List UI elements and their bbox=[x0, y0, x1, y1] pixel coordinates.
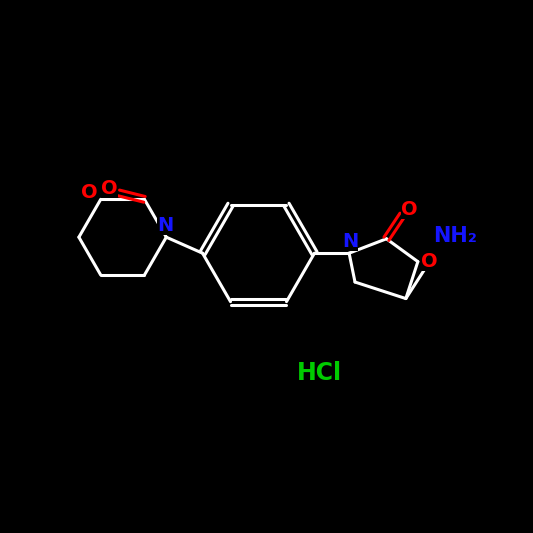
Text: HCl: HCl bbox=[297, 361, 342, 385]
Text: NH₂: NH₂ bbox=[433, 225, 478, 246]
Text: O: O bbox=[421, 252, 438, 271]
Text: N: N bbox=[157, 216, 173, 235]
Text: O: O bbox=[80, 183, 98, 203]
Text: O: O bbox=[101, 179, 118, 198]
Text: O: O bbox=[401, 200, 418, 219]
Text: N: N bbox=[342, 232, 358, 251]
